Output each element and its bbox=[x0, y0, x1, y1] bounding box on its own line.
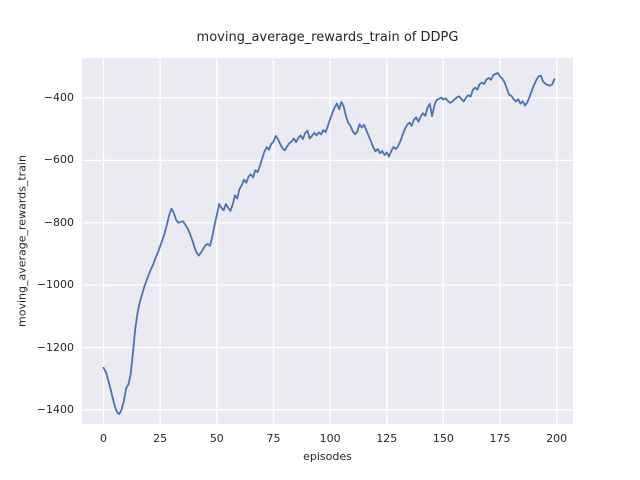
y-tick-label: −600 bbox=[43, 153, 74, 167]
y-tick-label: −400 bbox=[43, 90, 74, 104]
x-axis-label: episodes bbox=[303, 450, 352, 463]
y-axis-label: moving_average_rewards_train bbox=[15, 155, 29, 327]
x-tick-label: 25 bbox=[153, 432, 168, 445]
y-tick-label: −1200 bbox=[36, 340, 74, 354]
y-tick-label: −1000 bbox=[36, 278, 74, 292]
chart-title: moving_average_rewards_train of DDPG bbox=[196, 30, 459, 45]
x-tick-label: 150 bbox=[432, 432, 454, 445]
x-tick-label: 75 bbox=[266, 432, 281, 445]
plot-background bbox=[82, 58, 573, 424]
x-tick-label: 200 bbox=[546, 432, 568, 445]
x-tick-label: 175 bbox=[489, 432, 511, 445]
x-tick-label: 0 bbox=[100, 432, 108, 445]
data-line bbox=[102, 72, 556, 415]
y-tick-label: −800 bbox=[43, 215, 74, 229]
x-tick-label: 125 bbox=[376, 432, 398, 445]
plot-area bbox=[82, 58, 573, 424]
line-plot-svg bbox=[82, 58, 573, 424]
x-tick-label: 100 bbox=[319, 432, 341, 445]
x-tick-label: 50 bbox=[209, 432, 224, 445]
y-tick-label: −1400 bbox=[36, 402, 74, 416]
